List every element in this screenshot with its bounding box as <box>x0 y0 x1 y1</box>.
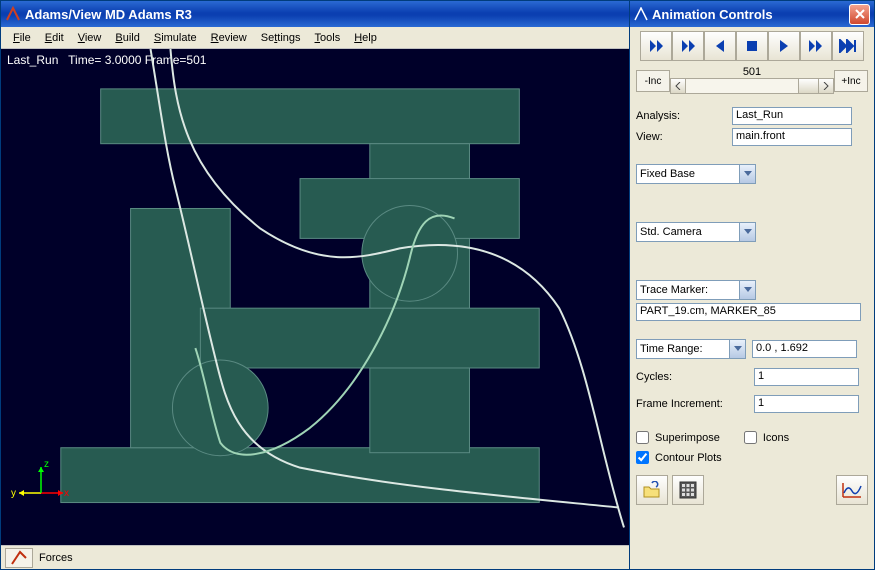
cycles-input[interactable]: 1 <box>754 368 859 386</box>
menu-view[interactable]: View <box>72 30 108 46</box>
calculator-button[interactable] <box>672 475 704 505</box>
frame-number: 501 <box>743 66 761 78</box>
frame-slider[interactable]: 501 <box>670 66 834 96</box>
main-title: Adams/View MD Adams R3 <box>25 7 192 22</box>
app-icon <box>5 6 21 22</box>
rewind-icon <box>680 39 696 53</box>
icons-label: Icons <box>763 432 789 444</box>
analysis-label: Analysis: <box>636 110 726 122</box>
skip-end-icon <box>839 39 857 53</box>
folder-open-icon <box>642 481 662 499</box>
status-tool-button[interactable] <box>5 548 33 568</box>
scroll-thumb[interactable] <box>798 79 818 93</box>
view-input[interactable]: main.front <box>732 128 852 146</box>
main-window: Adams/View MD Adams R3 File Edit View Bu… <box>0 0 630 570</box>
time-range-dropdown[interactable]: Time Range: <box>636 339 746 359</box>
menu-review[interactable]: Review <box>205 30 253 46</box>
superimpose-label: Superimpose <box>655 432 720 444</box>
forward-button[interactable] <box>800 31 832 61</box>
cycles-label: Cycles: <box>636 371 748 383</box>
playback-controls <box>636 31 868 61</box>
chevron-down-icon <box>739 281 755 299</box>
frame-slider-row: -Inc 501 +Inc <box>636 66 868 96</box>
skip-start-icon <box>647 39 665 53</box>
grid-icon <box>679 481 697 499</box>
contour-checkbox[interactable] <box>636 451 649 464</box>
superimpose-checkbox[interactable] <box>636 431 649 444</box>
step-forward-button[interactable] <box>768 31 800 61</box>
panel-title: Animation Controls <box>652 7 773 22</box>
base-dropdown[interactable]: Fixed Base <box>636 164 756 184</box>
panel-icon <box>634 7 648 21</box>
chevron-down-icon <box>739 165 755 183</box>
plot-icon <box>841 481 863 499</box>
chevron-down-icon <box>729 340 745 358</box>
menu-file[interactable]: File <box>7 30 37 46</box>
trace-marker-dropdown-value: Trace Marker: <box>640 284 708 296</box>
close-button[interactable] <box>849 4 870 25</box>
scroll-left-button[interactable] <box>670 78 686 94</box>
plot-button[interactable] <box>836 475 868 505</box>
axis-triad: x y z <box>11 453 71 513</box>
icons-checkbox[interactable] <box>744 431 757 444</box>
chevron-left-icon <box>675 82 681 90</box>
animation-controls-panel: Animation Controls -Inc 501 <box>630 0 875 570</box>
chevron-right-icon <box>823 82 829 90</box>
panel-body: -Inc 501 +Inc Analysis: Last_Run View: m… <box>630 27 874 569</box>
frame-inc-label: Frame Increment: <box>636 398 748 410</box>
view-label: View: <box>636 131 726 143</box>
rewind-start-button[interactable] <box>640 31 672 61</box>
close-icon <box>855 9 865 19</box>
status-text: Forces <box>39 552 73 564</box>
analysis-input[interactable]: Last_Run <box>732 107 852 125</box>
status-bar: Forces <box>1 545 629 569</box>
menu-build[interactable]: Build <box>109 30 145 46</box>
svg-text:y: y <box>11 488 16 499</box>
svg-text:z: z <box>44 459 49 470</box>
menu-bar: File Edit View Build Simulate Review Set… <box>1 27 629 49</box>
panel-titlebar: Animation Controls <box>630 1 874 27</box>
menu-tools[interactable]: Tools <box>309 30 347 46</box>
time-range-input[interactable]: 0.0 , 1.692 <box>752 340 857 358</box>
step-back-button[interactable] <box>704 31 736 61</box>
camera-dropdown-value: Std. Camera <box>640 226 702 238</box>
chevron-down-icon <box>739 223 755 241</box>
menu-settings[interactable]: Settings <box>255 30 307 46</box>
forward-end-button[interactable] <box>832 31 864 61</box>
inc-button[interactable]: +Inc <box>834 70 868 92</box>
step-back-icon <box>714 39 726 53</box>
viewport[interactable]: Last_Run Time= 3.0000 Frame=501 <box>1 49 629 545</box>
base-dropdown-value: Fixed Base <box>640 168 695 180</box>
dec-button[interactable]: -Inc <box>636 70 670 92</box>
viewport-scene <box>1 49 629 545</box>
trace-marker-input[interactable]: PART_19.cm, MARKER_85 <box>636 303 861 321</box>
arrow-icon <box>10 550 28 566</box>
scroll-right-button[interactable] <box>818 78 834 94</box>
panel-toolbar <box>636 467 868 505</box>
frame-inc-input[interactable]: 1 <box>754 395 859 413</box>
main-titlebar: Adams/View MD Adams R3 <box>1 1 629 27</box>
time-range-label: Time Range: <box>640 343 703 355</box>
stop-icon <box>746 40 758 52</box>
menu-help[interactable]: Help <box>348 30 383 46</box>
svg-text:x: x <box>64 488 69 499</box>
step-forward-icon <box>778 39 790 53</box>
forward-icon <box>808 39 824 53</box>
trace-marker-dropdown[interactable]: Trace Marker: <box>636 280 756 300</box>
camera-dropdown[interactable]: Std. Camera <box>636 222 756 242</box>
contour-label: Contour Plots <box>655 452 722 464</box>
menu-edit[interactable]: Edit <box>39 30 70 46</box>
stop-button[interactable] <box>736 31 768 61</box>
open-file-button[interactable] <box>636 475 668 505</box>
rewind-button[interactable] <box>672 31 704 61</box>
menu-simulate[interactable]: Simulate <box>148 30 203 46</box>
